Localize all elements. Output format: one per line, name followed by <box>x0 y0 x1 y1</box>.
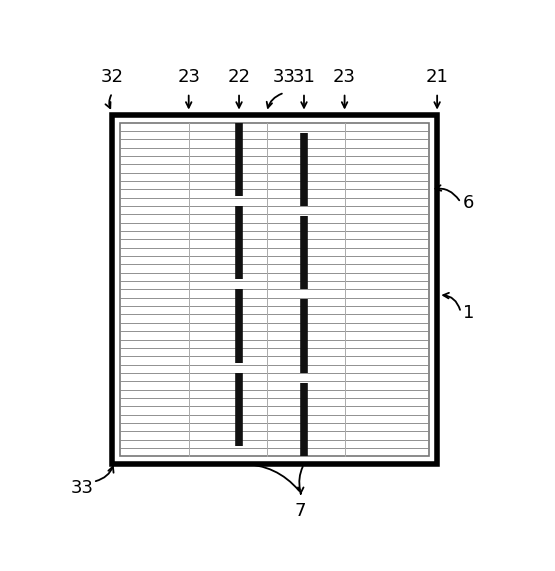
Bar <box>120 123 430 456</box>
FancyBboxPatch shape <box>112 115 437 464</box>
Text: 33: 33 <box>71 480 94 497</box>
Text: 31: 31 <box>292 68 315 86</box>
Text: 23: 23 <box>333 68 356 86</box>
Text: 7: 7 <box>295 501 306 520</box>
Text: 1: 1 <box>463 304 475 321</box>
Text: 23: 23 <box>177 68 200 86</box>
Text: 22: 22 <box>228 68 250 86</box>
Text: 32: 32 <box>101 68 124 86</box>
Text: 6: 6 <box>463 194 475 212</box>
Text: 33: 33 <box>273 68 296 86</box>
Text: 21: 21 <box>426 68 448 86</box>
